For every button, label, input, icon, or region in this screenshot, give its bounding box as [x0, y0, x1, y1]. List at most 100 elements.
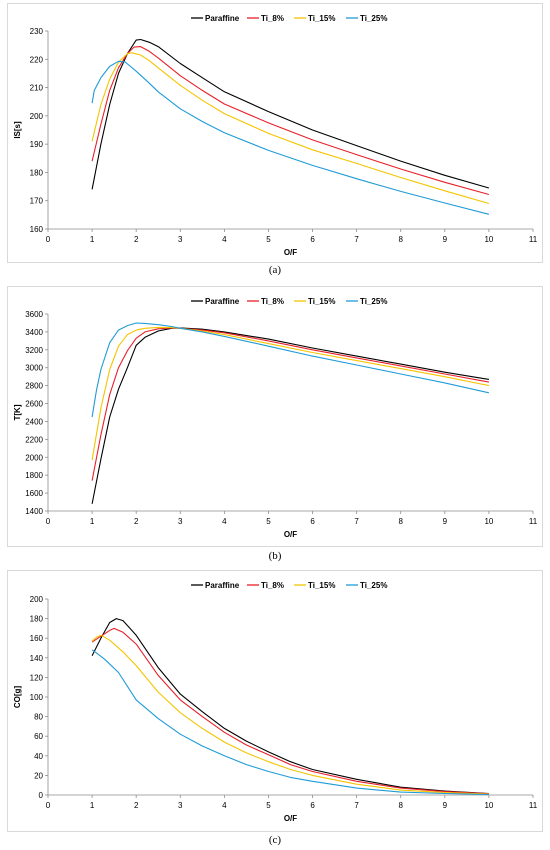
chart-frame-a: 160 170 180 190 200 210 220 230 0 1 2 3 4 5 6 7 8 9 10 11 O/… — [7, 3, 543, 263]
x-tick-label: 1 — [90, 517, 95, 526]
y-axis-title: CO[g] — [13, 686, 22, 709]
y-tick-label: 1800 — [25, 471, 43, 480]
x-axis-title: O/F — [284, 814, 297, 823]
y-tick-label: 2200 — [25, 435, 43, 444]
legend-label: Paraffine — [205, 581, 240, 590]
y-tick-label: 2000 — [25, 453, 43, 462]
x-tick-label: 4 — [222, 517, 227, 526]
legend-label: Ti_15% — [308, 297, 335, 306]
x-tick-label: 2 — [134, 517, 139, 526]
series-line-2 — [91, 634, 489, 795]
x-tick-label: 0 — [46, 801, 51, 810]
y-tick-label: 180 — [30, 615, 44, 624]
y-tick-label: 20 — [34, 771, 43, 780]
x-tick-label: 2 — [134, 801, 139, 810]
series-line-0 — [91, 618, 489, 795]
y-tick-label: 140 — [30, 654, 44, 663]
legend-label: Ti_15% — [308, 14, 335, 23]
x-axis-title: O/F — [284, 530, 297, 539]
legend-label: Ti_15% — [308, 581, 335, 590]
series-line-0 — [91, 327, 489, 504]
caption-a: (a) — [268, 264, 282, 276]
caption-c: (c) — [268, 834, 282, 846]
legend-label: Ti_25% — [360, 581, 387, 590]
y-tick-label: 3200 — [25, 346, 43, 355]
series-line-2 — [91, 52, 490, 205]
chart-a: 160 170 180 190 200 210 220 230 0 1 2 3 4 5 6 7 8 9 10 11 O/… — [13, 14, 538, 257]
series-line-1 — [91, 46, 490, 196]
x-tick-label: 9 — [443, 801, 448, 810]
x-tick-label: 4 — [222, 801, 227, 810]
chart-panel-a: 160 170 180 190 200 210 220 230 0 1 2 3 4 5 6 7 8 9 10 11 O/… — [0, 0, 550, 280]
y-tick-label: 200 — [30, 112, 44, 121]
y-tick-label: 2800 — [25, 382, 43, 391]
chart-frame-b: 1400 1600 1800 2000 2200 2400 2600 2800 3000 3200… — [7, 286, 543, 547]
chart-b: 1400 1600 1800 2000 2200 2400 2600 2800 3000 3200… — [13, 297, 538, 539]
y-axis-title: T[K] — [13, 404, 22, 420]
legend-label: Ti_8% — [261, 581, 284, 590]
series-line-3 — [91, 322, 490, 418]
caption-b: (b) — [268, 550, 282, 562]
x-tick-label: 5 — [266, 801, 271, 810]
series-line-2 — [91, 326, 490, 461]
series-line-1 — [91, 627, 489, 795]
x-tick-label: 5 — [266, 235, 271, 244]
y-tick-label: 3000 — [25, 364, 43, 373]
x-tick-label: 7 — [354, 235, 359, 244]
y-tick-label: 160 — [30, 225, 44, 234]
x-tick-label: 11 — [529, 801, 538, 810]
x-tick-label: 7 — [354, 801, 359, 810]
x-tick-label: 11 — [529, 517, 538, 526]
x-axis-title: O/F — [284, 248, 297, 257]
x-tick-label: 10 — [484, 235, 493, 244]
x-tick-label: 6 — [310, 235, 315, 244]
y-tick-label: 2600 — [25, 400, 43, 409]
x-tick-label: 8 — [399, 801, 404, 810]
chart-c: 0 20 40 60 80 100 120 140 160 180 200 0 1 2 3 4 5 6 7 8 9 10 1… — [13, 581, 538, 823]
legend-label: Paraffine — [205, 297, 240, 306]
legend-label: Paraffine — [205, 14, 240, 23]
legend-label: Ti_25% — [360, 297, 387, 306]
x-tick-label: 1 — [90, 801, 95, 810]
x-tick-label: 0 — [46, 235, 51, 244]
x-tick-label: 1 — [90, 235, 95, 244]
x-tick-label: 6 — [310, 517, 315, 526]
y-tick-label: 180 — [30, 168, 44, 177]
x-tick-label: 3 — [178, 517, 183, 526]
chart-frame-c: 0 20 40 60 80 100 120 140 160 180 200 0 1 2 3 4 5 6 7 8 9 10 1… — [7, 570, 543, 832]
y-tick-label: 120 — [30, 673, 44, 682]
x-tick-label: 4 — [222, 235, 227, 244]
x-tick-label: 8 — [399, 517, 404, 526]
series-line-3 — [91, 60, 490, 215]
y-tick-label: 80 — [34, 713, 43, 722]
y-tick-label: 2400 — [25, 417, 43, 426]
y-tick-label: 220 — [30, 55, 44, 64]
y-tick-label: 40 — [34, 752, 43, 761]
x-tick-label: 3 — [178, 235, 183, 244]
legend-label: Ti_8% — [261, 14, 284, 23]
x-tick-label: 0 — [46, 517, 51, 526]
chart-panel-c: 0 20 40 60 80 100 120 140 160 180 200 0 1 2 3 4 5 6 7 8 9 10 1… — [0, 569, 550, 850]
x-tick-label: 7 — [354, 517, 359, 526]
x-tick-label: 10 — [484, 517, 493, 526]
y-axis-title: IS[s] — [13, 121, 22, 139]
y-tick-label: 0 — [39, 791, 44, 800]
legend-label: Ti_8% — [261, 297, 284, 306]
legend-label: Ti_25% — [360, 14, 387, 23]
x-tick-label: 9 — [443, 517, 448, 526]
y-tick-label: 190 — [30, 140, 44, 149]
y-tick-label: 200 — [30, 595, 44, 604]
series-line-3 — [91, 649, 489, 796]
x-tick-label: 2 — [134, 235, 139, 244]
x-tick-label: 3 — [178, 801, 183, 810]
y-tick-label: 100 — [30, 693, 44, 702]
x-tick-label: 11 — [529, 235, 538, 244]
y-tick-label: 3400 — [25, 328, 43, 337]
y-tick-label: 60 — [34, 732, 43, 741]
x-tick-label: 5 — [266, 517, 271, 526]
x-tick-label: 8 — [399, 235, 404, 244]
x-tick-label: 6 — [310, 801, 315, 810]
y-tick-label: 170 — [30, 197, 44, 206]
y-tick-label: 1400 — [25, 507, 43, 516]
x-tick-label: 9 — [443, 235, 448, 244]
